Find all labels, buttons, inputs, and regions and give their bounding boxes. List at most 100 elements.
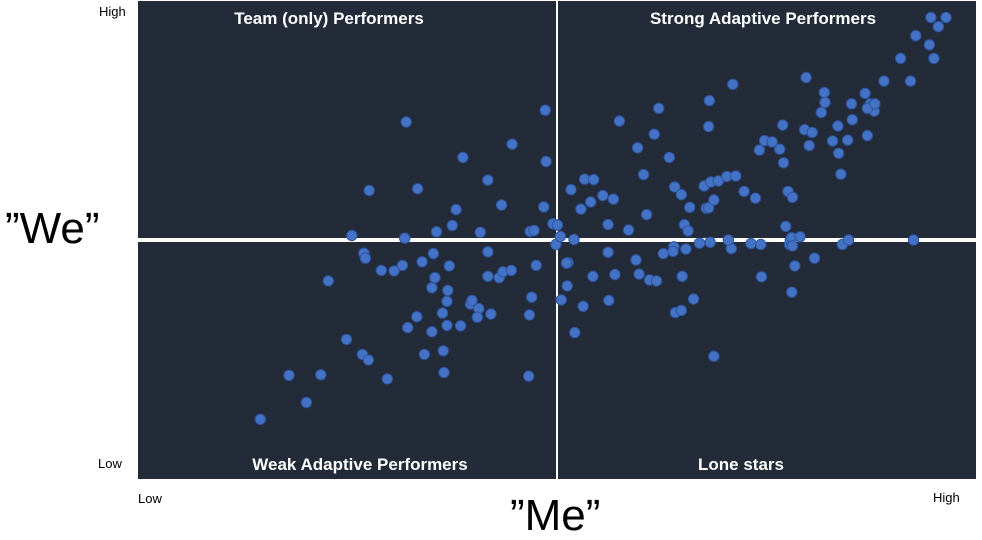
- data-point: [818, 86, 830, 99]
- data-point: [687, 293, 700, 305]
- data-point: [753, 144, 765, 156]
- data-point: [708, 350, 720, 362]
- data-point: [446, 219, 458, 232]
- data-point: [474, 226, 486, 239]
- data-point: [668, 181, 681, 193]
- data-point: [777, 157, 790, 169]
- data-point: [755, 238, 767, 251]
- data-point: [400, 116, 412, 128]
- data-point: [602, 218, 614, 231]
- data-point: [411, 183, 424, 195]
- data-point: [283, 369, 295, 381]
- data-point: [523, 309, 536, 321]
- data-point: [416, 256, 428, 268]
- data-point: [363, 184, 375, 197]
- data-point: [630, 254, 642, 266]
- data-point: [554, 230, 567, 243]
- data-point: [427, 247, 440, 260]
- data-point: [437, 345, 449, 357]
- data-point: [861, 129, 874, 142]
- data-point: [587, 270, 599, 282]
- data-point: [359, 252, 372, 264]
- data-point: [932, 20, 945, 33]
- data-point: [613, 115, 626, 127]
- data-point: [722, 234, 734, 246]
- data-point: [786, 286, 798, 298]
- data-point: [808, 252, 821, 264]
- data-point: [362, 354, 375, 366]
- data-point: [777, 119, 789, 131]
- data-point: [411, 311, 423, 323]
- data-point: [602, 246, 614, 259]
- data-point: [523, 370, 535, 382]
- data-point: [826, 135, 839, 147]
- x-tick-low: Low: [138, 491, 162, 506]
- data-point: [676, 270, 688, 282]
- data-point: [928, 52, 940, 65]
- data-point: [482, 270, 494, 282]
- y-axis-title: ”We”: [5, 204, 100, 253]
- data-point: [485, 308, 497, 320]
- data-point: [551, 219, 564, 231]
- data-point: [540, 155, 552, 168]
- data-point: [806, 126, 818, 139]
- data-point: [803, 139, 815, 152]
- data-point: [466, 294, 478, 307]
- data-point: [399, 232, 411, 244]
- data-point: [682, 225, 694, 237]
- data-point: [745, 237, 757, 250]
- data-point: [569, 326, 581, 339]
- data-point: [436, 307, 449, 319]
- points-layer: [254, 11, 952, 425]
- data-point: [471, 311, 483, 323]
- data-point: [878, 75, 890, 87]
- data-point: [894, 52, 907, 65]
- data-point: [703, 94, 716, 107]
- data-point: [506, 138, 518, 150]
- data-point: [780, 220, 792, 233]
- data-point: [684, 201, 696, 214]
- data-point: [603, 294, 615, 307]
- quadrant-label-bottom-right: Lone stars: [698, 455, 784, 474]
- quadrant-label-bottom-left: Weak Adaptive Performers: [252, 455, 467, 474]
- data-point: [738, 185, 750, 198]
- data-point: [443, 260, 455, 272]
- data-point: [438, 366, 450, 379]
- data-point: [653, 102, 665, 115]
- x-axis-title: ”Me”: [510, 491, 601, 540]
- data-point: [786, 191, 799, 204]
- data-point: [727, 78, 739, 91]
- data-point: [396, 259, 409, 272]
- data-point: [869, 98, 881, 110]
- data-point: [555, 294, 567, 306]
- data-point: [482, 174, 494, 186]
- data-point: [845, 98, 858, 110]
- data-point: [381, 373, 394, 385]
- data-point: [585, 196, 597, 208]
- data-point: [505, 264, 517, 277]
- data-point: [539, 104, 551, 116]
- data-point: [766, 136, 778, 148]
- data-point: [429, 272, 441, 284]
- data-point: [859, 87, 871, 100]
- data-point: [907, 234, 920, 246]
- data-point: [561, 280, 573, 292]
- data-point: [526, 291, 538, 303]
- data-point: [450, 203, 462, 216]
- data-point: [418, 348, 431, 361]
- data-point: [254, 413, 267, 425]
- data-point: [846, 114, 858, 126]
- data-point: [441, 295, 453, 307]
- y-tick-high: High: [99, 4, 126, 19]
- data-point: [430, 226, 443, 238]
- data-point: [648, 128, 660, 140]
- data-point: [680, 243, 692, 255]
- data-point: [794, 231, 806, 243]
- plot-area: Team (only) Performers Strong Adaptive P…: [138, 1, 976, 479]
- data-point: [633, 268, 645, 280]
- data-point: [910, 30, 922, 42]
- data-point: [577, 300, 589, 312]
- data-point: [495, 199, 508, 211]
- data-point: [819, 96, 831, 109]
- data-point: [402, 321, 414, 334]
